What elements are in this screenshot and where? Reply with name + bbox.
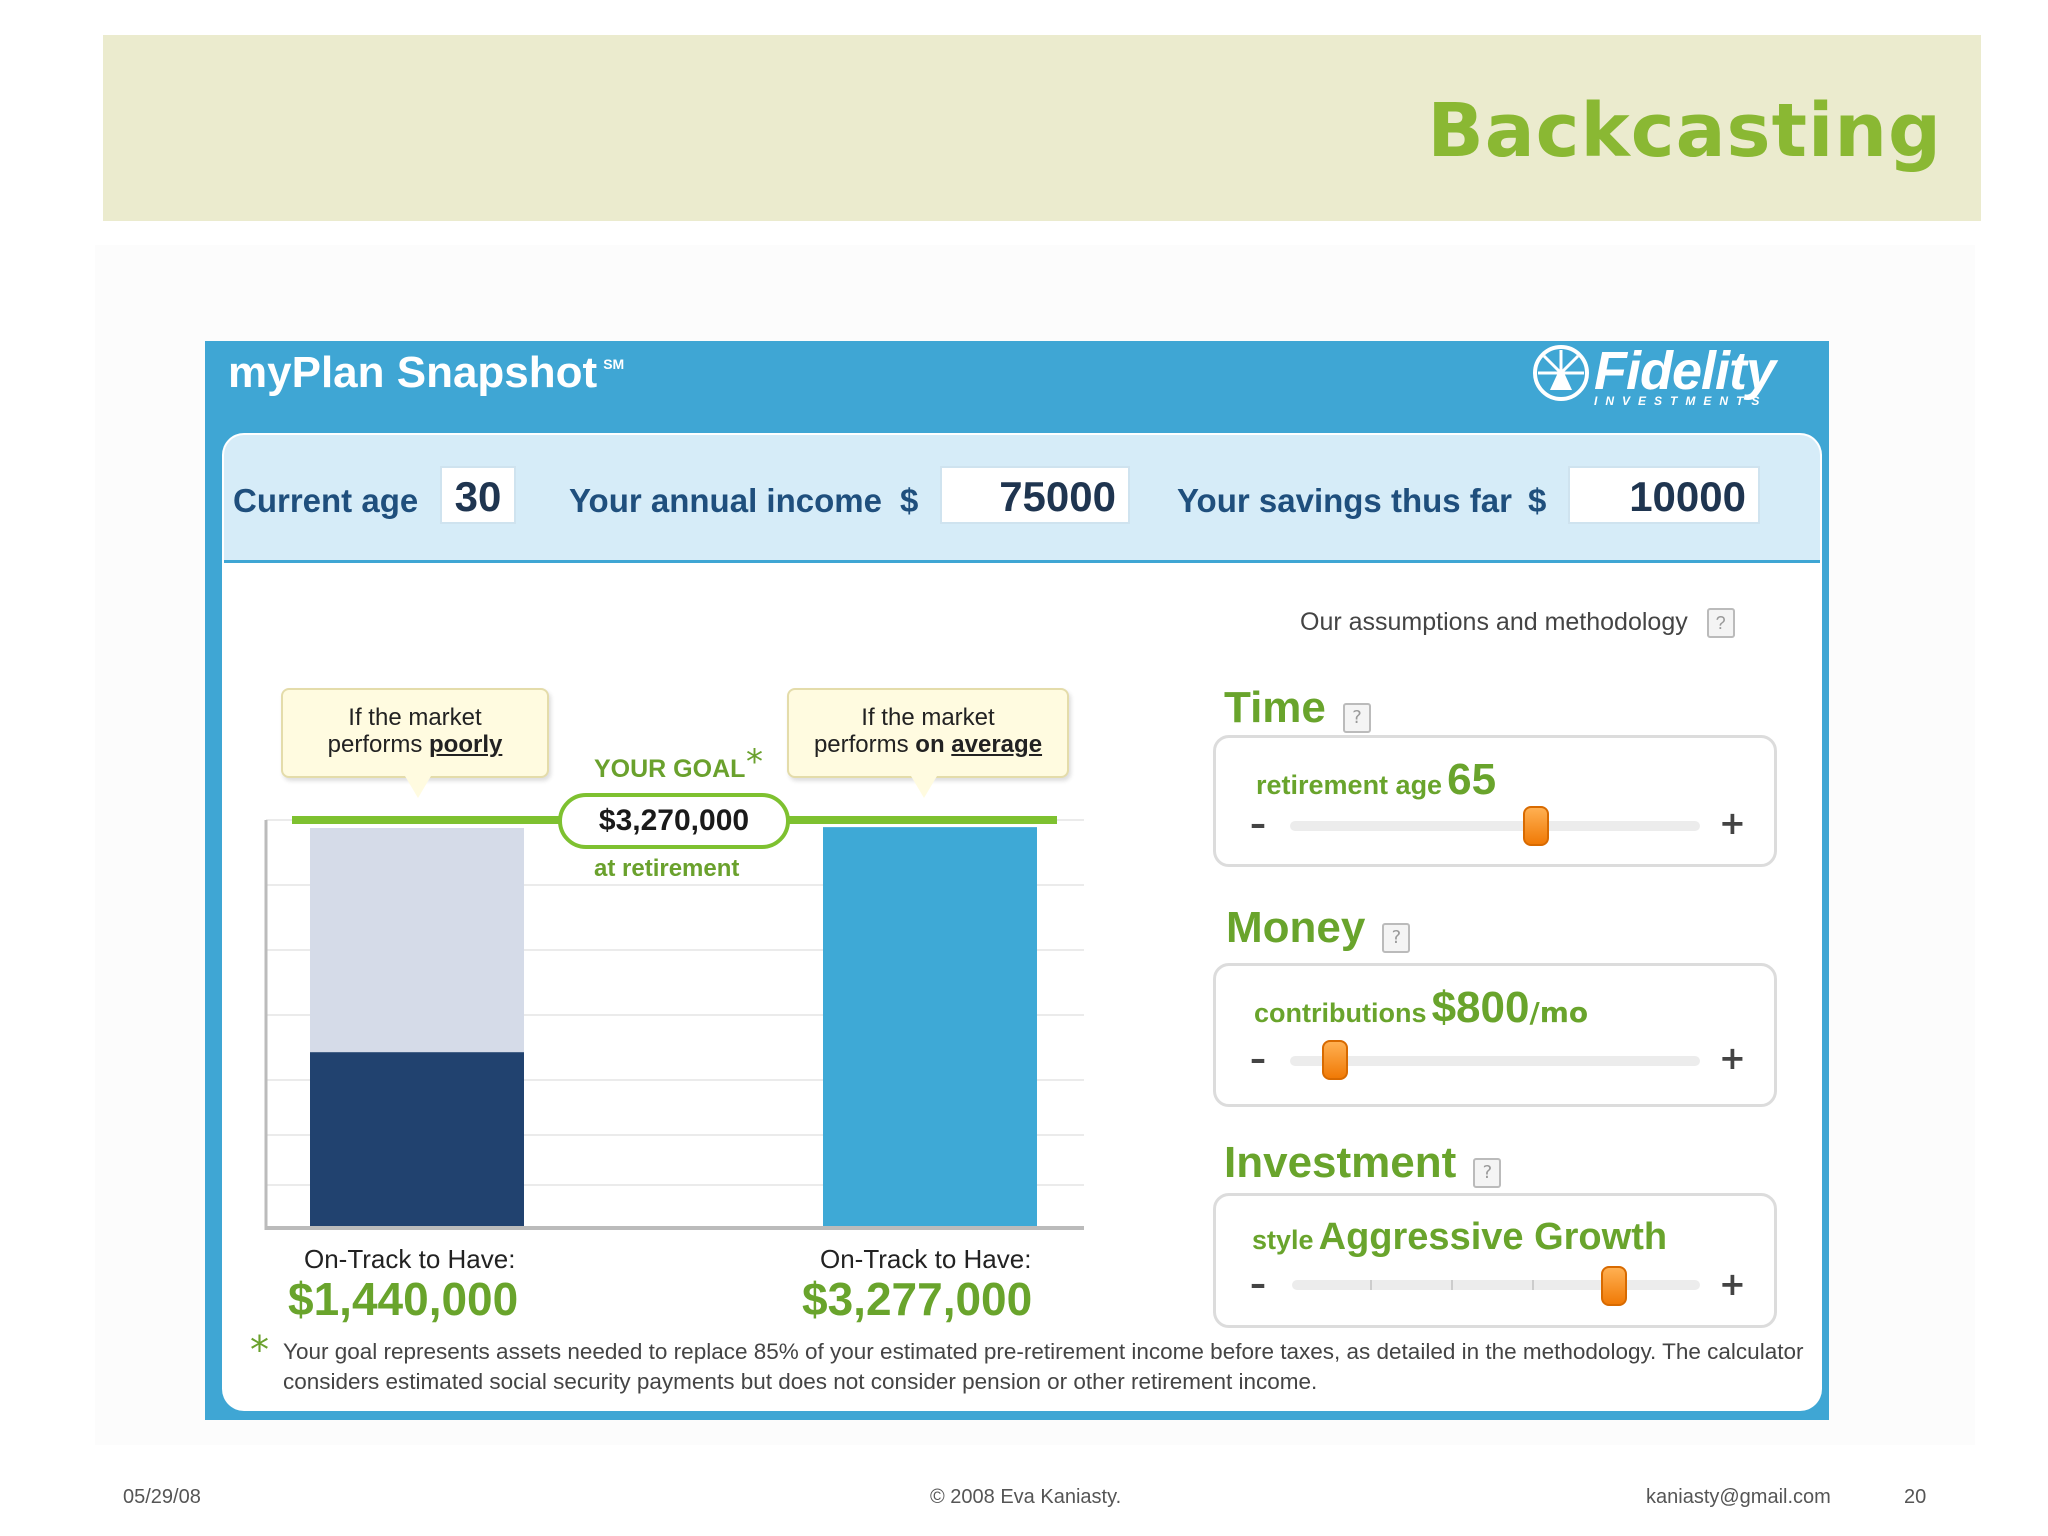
investment-tick xyxy=(1532,1280,1534,1290)
contributions-increase-button[interactable]: + xyxy=(1719,1039,1746,1077)
goal-label: YOUR GOAL xyxy=(594,755,746,783)
bar-poor-market xyxy=(310,1052,524,1226)
contributions-label: contributions xyxy=(1254,998,1427,1028)
savings-label: Your savings thus far xyxy=(1177,482,1512,519)
retirement-age-decrease-button[interactable]: – xyxy=(1250,805,1266,843)
investment-increase-button[interactable]: + xyxy=(1719,1265,1746,1303)
goal-subtitle: at retirement xyxy=(594,855,740,882)
savings-currency-symbol: $ xyxy=(1528,482,1547,519)
callout-poor-line1: If the market xyxy=(348,704,482,731)
ontrack-poor-label: On-Track to Have: xyxy=(304,1244,516,1274)
assumptions-link[interactable]: Our assumptions and methodology ? xyxy=(1300,608,1735,639)
footer-copyright: © 2008 Eva Kaniasty. xyxy=(930,1486,1122,1508)
callout-average-prefix: performs xyxy=(813,731,916,758)
assumptions-help-icon[interactable]: ? xyxy=(1706,608,1735,639)
callout-poor-emphasis: poorly xyxy=(429,731,503,758)
widget-title-text: myPlan Snapshot xyxy=(228,348,598,397)
time-control-box xyxy=(1213,735,1777,867)
ontrack-average-value: $3,277,000 xyxy=(802,1273,1033,1325)
assumptions-link-text: Our assumptions and methodology xyxy=(1300,608,1688,636)
investment-section-header: Investment ? xyxy=(1224,1138,1502,1188)
contributions-slider-track[interactable] xyxy=(1290,1056,1700,1066)
time-help-icon[interactable]: ? xyxy=(1343,702,1371,733)
footnote-text: Your goal represents assets needed to re… xyxy=(283,1339,1804,1394)
callout-poor-line2: performs poorly xyxy=(283,731,547,758)
footer-email: kaniasty@gmail.com xyxy=(1646,1486,1831,1508)
contributions-slider-handle[interactable] xyxy=(1322,1040,1349,1080)
footer-date: 05/29/08 xyxy=(123,1486,201,1508)
money-section-header: Money ? xyxy=(1226,903,1411,953)
service-mark: SM xyxy=(603,356,625,372)
contributions-unit: /mo xyxy=(1529,996,1589,1029)
callout-poor-prefix: performs xyxy=(327,731,429,758)
retirement-age-increase-button[interactable]: + xyxy=(1719,804,1746,842)
investment-decrease-button[interactable]: – xyxy=(1250,1265,1266,1303)
retirement-age-slider-track[interactable] xyxy=(1290,821,1700,831)
savings-input[interactable]: 10000 xyxy=(1568,466,1760,524)
money-help-icon[interactable]: ? xyxy=(1382,922,1411,953)
money-control-box xyxy=(1213,963,1777,1107)
goal-amount: $3,270,000 xyxy=(558,793,790,849)
money-section-title: Money xyxy=(1226,903,1366,952)
widget-title: myPlan Snapshot SM xyxy=(228,348,624,398)
investment-section-title: Investment xyxy=(1224,1138,1457,1187)
callout-average-bold: on xyxy=(915,731,952,758)
footer-page-number: 20 xyxy=(1904,1486,1927,1508)
income-currency-symbol: $ xyxy=(900,482,919,519)
investment-control-box xyxy=(1213,1193,1777,1328)
time-section-title: Time xyxy=(1224,683,1326,732)
callout-average-emphasis: average xyxy=(951,731,1043,758)
slide-header-band xyxy=(103,35,1981,221)
annual-income-input[interactable]: 75000 xyxy=(940,466,1130,524)
retirement-age-value: 65 xyxy=(1447,755,1497,804)
callout-average-line1: If the market xyxy=(861,704,995,731)
footnote-asterisk: * xyxy=(250,1328,269,1372)
slide-title: Backcasting xyxy=(1427,88,1942,174)
fidelity-logo-icon xyxy=(1533,345,1589,401)
retirement-age-row: retirement age 65 xyxy=(1256,755,1496,805)
ontrack-poor-value: $1,440,000 xyxy=(288,1273,519,1325)
current-age-input[interactable]: 30 xyxy=(440,466,516,524)
annual-income-label: Your annual income xyxy=(569,482,882,519)
contributions-row: contributions $800/mo xyxy=(1254,983,1588,1033)
current-age-label: Current age xyxy=(233,482,419,519)
time-section-header: Time ? xyxy=(1224,683,1371,733)
callout-average-line2: performs on average xyxy=(789,731,1067,758)
investment-slider-handle[interactable] xyxy=(1601,1266,1628,1306)
investment-style-label: style xyxy=(1252,1225,1314,1255)
investment-tick xyxy=(1451,1280,1453,1290)
investment-style-row: style Aggressive Growth xyxy=(1252,1216,1667,1259)
goal-asterisk: * xyxy=(746,742,763,782)
retirement-age-slider-handle[interactable] xyxy=(1523,806,1549,846)
callout-average-market: If the market performs on average xyxy=(787,688,1069,798)
investment-help-icon[interactable]: ? xyxy=(1473,1157,1502,1188)
retirement-bar-chart xyxy=(264,816,1084,1230)
contributions-value: $800 xyxy=(1431,983,1530,1032)
ontrack-average-label: On-Track to Have: xyxy=(820,1244,1032,1274)
fidelity-logo-text: Fidelity xyxy=(1594,341,1776,401)
bar-average-market xyxy=(823,827,1037,1226)
investment-slider-track[interactable] xyxy=(1292,1280,1700,1290)
retirement-age-label: retirement age xyxy=(1256,770,1443,800)
callout-poor-market: If the market performs poorly xyxy=(281,688,549,798)
fidelity-logo-subtext: INVESTMENTS xyxy=(1594,394,1768,408)
contributions-decrease-button[interactable]: – xyxy=(1250,1040,1266,1078)
investment-tick xyxy=(1370,1280,1372,1290)
investment-style-value: Aggressive Growth xyxy=(1318,1216,1668,1258)
